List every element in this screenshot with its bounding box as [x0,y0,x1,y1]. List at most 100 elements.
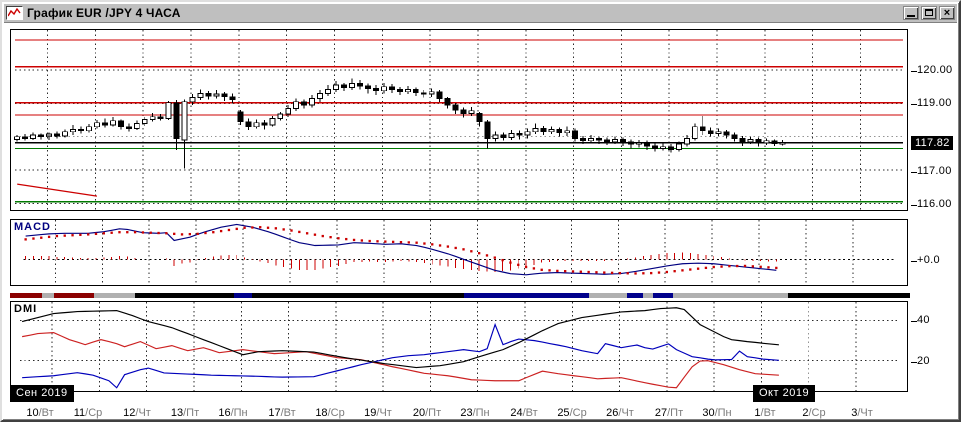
titlebar[interactable]: График EUR /JPY 4 ЧАСА × [4,4,957,23]
candle [357,82,363,87]
macd-signal-dot [540,268,543,271]
candle [165,102,172,119]
candle [484,121,491,139]
macd-signal-dot [165,232,168,235]
macd-signal-dot [47,235,51,239]
chart-client: MACD DMI 120.00 119.00 117.00 116.00 117.82 +… [4,23,957,419]
macd-signal-dot [673,270,676,273]
candle [93,122,100,128]
macd-signal-dot [751,265,755,268]
price-panel[interactable] [10,29,908,211]
candle [500,134,507,138]
macd-signal-dot [118,231,121,234]
candle [572,130,579,139]
date-label: 18/Ср [315,407,345,419]
macd-signal-dot [438,244,442,247]
macd-signal-dot [133,231,137,234]
trend-ribbon-segment [234,293,252,298]
dmi-axis-label: 40 [917,314,930,326]
macd-signal-dot [454,246,457,250]
date-label: 24/Вт [510,407,538,419]
window-title: График EUR /JPY 4 ЧАСА [27,6,181,20]
axis-tick [911,71,917,72]
month-marker-oct: Окт 2019 [753,385,816,402]
macd-signal-dot [274,227,278,230]
macd-signal-dot [282,228,285,231]
price-axis-label: 117.00 [917,165,952,177]
candle [285,107,292,115]
macd-signal-dot [696,267,700,270]
macd-panel[interactable] [10,219,908,286]
macd-signal-dot [423,242,426,245]
candle [659,146,666,149]
axis-tick [911,261,917,262]
macd-signal-dot [618,271,622,275]
macd-signal-dot [532,267,536,270]
candle [253,122,260,128]
candle [651,145,658,149]
macd-signal-dot [298,230,301,234]
dmi-panel[interactable] [10,301,908,392]
candle [269,117,276,126]
macd-signal-dot [743,264,747,268]
candle [245,121,252,128]
candle [364,85,371,89]
candle [516,132,523,136]
axis-tick [911,205,917,206]
candle [532,127,539,133]
date-label: 11/Ср [73,407,103,419]
trend-ribbon-segment [788,293,910,298]
date-label: 23/Пн [460,407,490,419]
macd-signal-dot [251,226,254,229]
macd-signal-dot [173,232,176,236]
candle [508,132,515,138]
candle [221,93,228,98]
trend-ribbon-segment [135,293,234,298]
close-button[interactable]: × [939,6,955,20]
candle [372,87,379,92]
macd-signal-dot [501,258,504,262]
macd-signal-dot [87,233,90,236]
macd-signal-dot [321,234,324,238]
date-label: 26/Чт [606,407,634,419]
candle [755,138,762,144]
macd-signal-dot [40,236,43,239]
minimize-button[interactable] [903,6,919,20]
macd-label: MACD [14,221,51,233]
macd-signal-dot [63,234,66,237]
macd-signal-dot [126,231,129,234]
candle [731,134,738,139]
macd-signal-dot [524,265,528,269]
macd-signal-dot [517,263,520,266]
candle [420,92,427,95]
candle [317,92,324,99]
plus-di-line [22,322,779,389]
macd-signal-dot [212,231,215,234]
macd-signal-dot [485,254,489,257]
date-label: 27/Пт [654,407,684,419]
date-label: 17/Вт [268,407,296,419]
macd-signal-dot [71,234,74,237]
macd-signal-dot [407,241,410,244]
candle [436,91,443,99]
axis-tick [911,362,917,363]
macd-signal-dot [689,268,692,271]
candle [643,142,650,147]
maximize-button[interactable] [921,6,937,20]
date-label: 16/Пн [218,407,248,419]
macd-signal-dot [337,237,340,240]
macd-signal-dot [157,231,160,235]
candle [492,134,499,139]
macd-signal-dot [32,237,35,240]
macd-signal-dot [759,265,762,268]
macd-signal-dot [360,239,364,242]
candle [564,130,571,134]
macd-signal-dot [235,227,238,231]
macd-signal-dot [219,229,223,233]
trend-ribbon-segment [673,293,788,298]
candle [293,101,300,109]
adx-line [21,307,779,369]
date-label: 20/Пт [412,407,442,419]
candle [675,143,682,150]
axis-tick [911,104,917,105]
